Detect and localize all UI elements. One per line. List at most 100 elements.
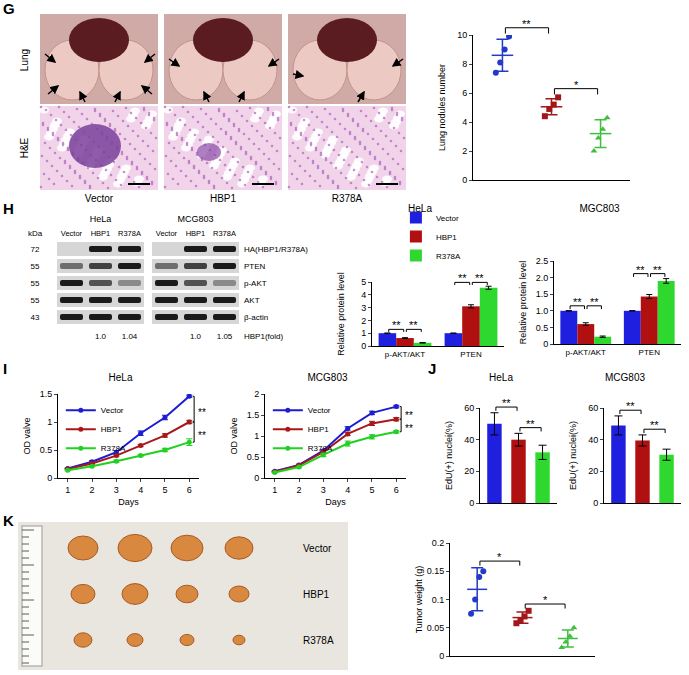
svg-text:40: 40 — [588, 435, 598, 445]
svg-text:1.5: 1.5 — [40, 389, 53, 399]
svg-text:**: ** — [458, 272, 467, 284]
svg-text:Lung nodules number: Lung nodules number — [437, 64, 447, 151]
svg-text:4: 4 — [345, 485, 350, 495]
svg-text:**: ** — [405, 410, 413, 421]
svg-text:4: 4 — [361, 290, 366, 300]
svg-text:1: 1 — [47, 417, 52, 427]
svg-text:R378A: R378A — [118, 229, 141, 238]
svg-text:HBP1: HBP1 — [101, 425, 122, 434]
svg-text:HBP1: HBP1 — [303, 589, 330, 600]
svg-text:2: 2 — [254, 389, 259, 399]
svg-text:2: 2 — [90, 485, 95, 495]
svg-text:AKT: AKT — [244, 296, 260, 305]
svg-text:1: 1 — [65, 485, 70, 495]
svg-text:10: 10 — [457, 30, 467, 40]
svg-text:**: ** — [522, 18, 531, 30]
svg-text:Vector: Vector — [85, 193, 114, 204]
svg-text:1: 1 — [254, 431, 259, 441]
svg-text:0: 0 — [543, 339, 548, 349]
svg-text:R378A: R378A — [436, 252, 461, 261]
svg-text:1.04: 1.04 — [122, 332, 138, 341]
svg-text:55: 55 — [31, 296, 40, 305]
svg-text:Vector: Vector — [308, 406, 331, 415]
svg-text:1: 1 — [272, 485, 277, 495]
svg-text:2: 2 — [297, 485, 302, 495]
svg-text:4: 4 — [138, 485, 143, 495]
svg-text:0: 0 — [254, 473, 259, 483]
svg-text:60: 60 — [464, 403, 474, 413]
svg-text:0.1: 0.1 — [432, 595, 445, 605]
svg-text:HeLa: HeLa — [109, 372, 133, 383]
svg-text:0.5: 0.5 — [40, 445, 53, 455]
svg-text:Vector: Vector — [436, 214, 459, 223]
svg-text:6: 6 — [394, 485, 399, 495]
svg-text:2: 2 — [462, 146, 467, 156]
svg-text:0.2: 0.2 — [432, 538, 445, 548]
svg-text:MCG803: MCG803 — [605, 372, 645, 383]
svg-text:4: 4 — [462, 117, 467, 127]
svg-text:R378A: R378A — [213, 229, 236, 238]
svg-text:1.5: 1.5 — [536, 289, 549, 299]
svg-text:55: 55 — [31, 262, 40, 271]
svg-text:Vector: Vector — [303, 543, 332, 554]
svg-text:0.5: 0.5 — [536, 323, 549, 333]
svg-text:HBP1: HBP1 — [186, 229, 206, 238]
svg-text:72: 72 — [31, 245, 40, 254]
svg-text:2.0: 2.0 — [536, 273, 549, 283]
svg-text:p-AKT/AKT: p-AKT/AKT — [385, 350, 426, 359]
svg-text:PTEN: PTEN — [639, 348, 661, 357]
svg-text:HeLa: HeLa — [408, 203, 432, 214]
svg-text:**: ** — [626, 400, 635, 412]
svg-text:*: * — [543, 594, 548, 606]
svg-text:p-AKT/AKT: p-AKT/AKT — [566, 348, 607, 357]
svg-text:**: ** — [573, 296, 582, 308]
svg-text:**: ** — [392, 319, 401, 331]
svg-text:6: 6 — [462, 88, 467, 98]
svg-text:0: 0 — [47, 473, 52, 483]
svg-text:kDa: kDa — [28, 229, 43, 238]
svg-text:*: * — [574, 79, 579, 91]
svg-text:Relative protein level: Relative protein level — [336, 272, 346, 356]
svg-text:1.0: 1.0 — [95, 332, 107, 341]
svg-text:60: 60 — [588, 403, 598, 413]
svg-text:HBP1: HBP1 — [436, 233, 457, 242]
svg-text:Vector: Vector — [101, 406, 124, 415]
svg-text:0.05: 0.05 — [427, 623, 445, 633]
svg-text:55: 55 — [31, 279, 40, 288]
svg-text:0.15: 0.15 — [427, 566, 445, 576]
svg-text:EdU(+) nuclei(%): EdU(+) nuclei(%) — [444, 421, 454, 490]
svg-text:5: 5 — [361, 277, 366, 287]
svg-text:HBP1: HBP1 — [91, 229, 111, 238]
svg-text:OD valve: OD valve — [229, 417, 239, 454]
svg-text:R378A: R378A — [303, 635, 334, 646]
svg-text:PTEN: PTEN — [244, 262, 266, 271]
svg-text:6: 6 — [187, 485, 192, 495]
svg-text:Lung: Lung — [19, 49, 30, 71]
svg-text:H&E: H&E — [19, 137, 30, 158]
svg-text:0.5: 0.5 — [247, 452, 260, 462]
svg-text:1: 1 — [361, 328, 366, 338]
svg-text:**: ** — [409, 319, 418, 331]
svg-text:R378A: R378A — [308, 444, 333, 453]
svg-text:HBP1: HBP1 — [308, 425, 329, 434]
svg-text:**: ** — [650, 419, 659, 431]
svg-text:Days: Days — [325, 497, 346, 507]
svg-text:2: 2 — [361, 316, 366, 326]
svg-text:R378A: R378A — [101, 444, 126, 453]
svg-text:5: 5 — [162, 485, 167, 495]
svg-text:3: 3 — [114, 485, 119, 495]
svg-text:2.5: 2.5 — [536, 256, 549, 266]
svg-text:**: ** — [590, 296, 599, 308]
svg-text:OD valve: OD valve — [22, 417, 32, 454]
svg-text:0: 0 — [593, 498, 598, 508]
svg-text:MCG803: MCG803 — [177, 214, 213, 224]
svg-text:Vector: Vector — [156, 229, 178, 238]
svg-text:40: 40 — [464, 435, 474, 445]
svg-text:p-AKT: p-AKT — [244, 279, 267, 288]
svg-text:1.05: 1.05 — [217, 332, 233, 341]
svg-text:*: * — [497, 551, 502, 563]
svg-text:43: 43 — [31, 313, 40, 322]
svg-text:**: ** — [636, 264, 645, 276]
svg-text:EdU(+) nuclei(%): EdU(+) nuclei(%) — [568, 421, 578, 490]
svg-text:**: ** — [653, 264, 662, 276]
